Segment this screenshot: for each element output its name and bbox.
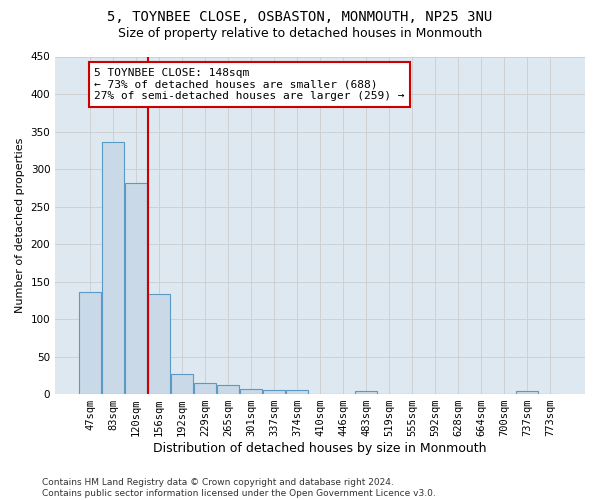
Text: Size of property relative to detached houses in Monmouth: Size of property relative to detached ho… bbox=[118, 28, 482, 40]
X-axis label: Distribution of detached houses by size in Monmouth: Distribution of detached houses by size … bbox=[154, 442, 487, 455]
Bar bbox=[79, 292, 101, 394]
Bar bbox=[286, 390, 308, 394]
Bar bbox=[263, 390, 285, 394]
Bar bbox=[516, 391, 538, 394]
Y-axis label: Number of detached properties: Number of detached properties bbox=[15, 138, 25, 313]
Bar bbox=[148, 294, 170, 394]
Bar bbox=[355, 391, 377, 394]
Bar bbox=[217, 385, 239, 394]
Bar bbox=[240, 389, 262, 394]
Text: 5 TOYNBEE CLOSE: 148sqm
← 73% of detached houses are smaller (688)
27% of semi-d: 5 TOYNBEE CLOSE: 148sqm ← 73% of detache… bbox=[94, 68, 405, 101]
Text: 5, TOYNBEE CLOSE, OSBASTON, MONMOUTH, NP25 3NU: 5, TOYNBEE CLOSE, OSBASTON, MONMOUTH, NP… bbox=[107, 10, 493, 24]
Bar bbox=[171, 374, 193, 394]
Text: Contains HM Land Registry data © Crown copyright and database right 2024.
Contai: Contains HM Land Registry data © Crown c… bbox=[42, 478, 436, 498]
Bar bbox=[125, 182, 147, 394]
Bar bbox=[102, 142, 124, 394]
Bar bbox=[194, 383, 216, 394]
